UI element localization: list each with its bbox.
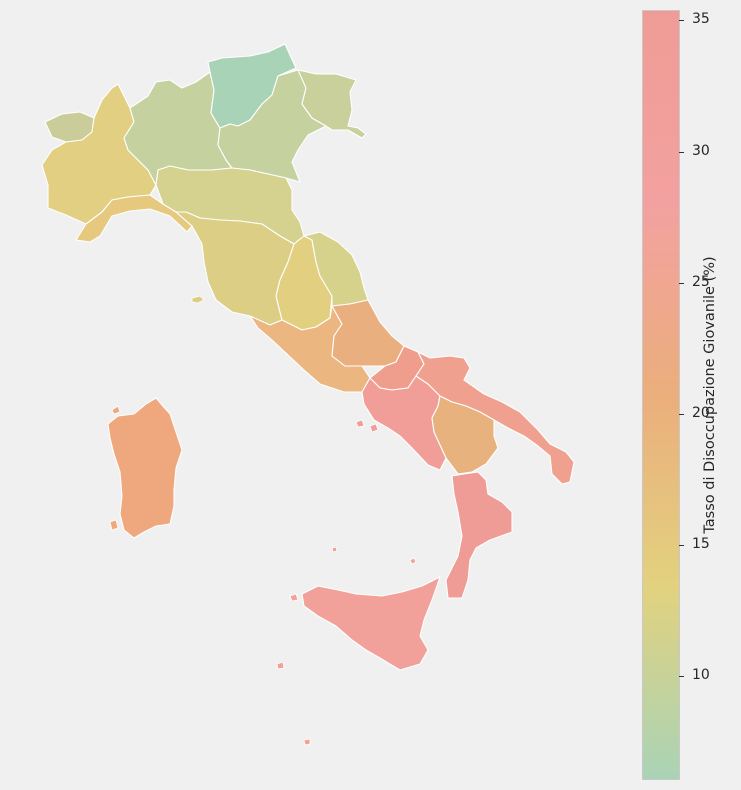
- region-calabria[interactable]: Calabria: [445, 471, 513, 599]
- colorbar-tick-label: 20: [692, 404, 710, 421]
- colorbar-tick-mark: [679, 544, 684, 546]
- colorbar-tick-label: 25: [692, 273, 710, 290]
- island-asinara: [111, 405, 121, 415]
- region-sardegna[interactable]: Sardegna: [107, 397, 183, 539]
- island-egadi: [289, 593, 299, 602]
- island-capri: [369, 423, 379, 433]
- colorbar-gradient: [642, 10, 680, 780]
- colorbar-tick-label: 35: [692, 11, 710, 28]
- island-ischia: [355, 419, 365, 428]
- colorbar-tick-label: 30: [692, 142, 710, 159]
- colorbar-tick-mark: [679, 675, 684, 677]
- island-elba: [191, 295, 205, 304]
- island-ustica: [331, 546, 338, 553]
- region-basilicata[interactable]: Basilicata: [431, 395, 499, 475]
- colorbar-tick-label: 10: [692, 666, 710, 683]
- colorbar-tick-mark: [679, 413, 684, 415]
- island-pantelleria: [276, 661, 285, 670]
- region-abruzzo[interactable]: Abruzzo: [331, 299, 405, 367]
- island-lampedusa: [303, 738, 311, 746]
- island-eolie: [409, 557, 417, 565]
- island-sant-antioco: [109, 519, 119, 531]
- colorbar-tick-mark: [679, 282, 684, 284]
- colorbar-tick-mark: [679, 20, 684, 22]
- colorbar-label: Tasso di Disoccupazione Giovanile (%): [702, 256, 718, 534]
- region-sicilia[interactable]: Sicilia: [301, 576, 441, 671]
- colorbar-tick-label: 15: [692, 535, 710, 552]
- italy-map: Valle d'Aosta Piemonte Liguria Lombardia…: [41, 43, 575, 746]
- colorbar-tick-mark: [679, 151, 684, 153]
- region-liguria[interactable]: Liguria: [75, 194, 193, 243]
- colorbar: 10 15 20 25 30 35: [642, 10, 710, 780]
- region-friuli-venezia-giulia[interactable]: Friuli-Venezia Giulia: [297, 69, 367, 139]
